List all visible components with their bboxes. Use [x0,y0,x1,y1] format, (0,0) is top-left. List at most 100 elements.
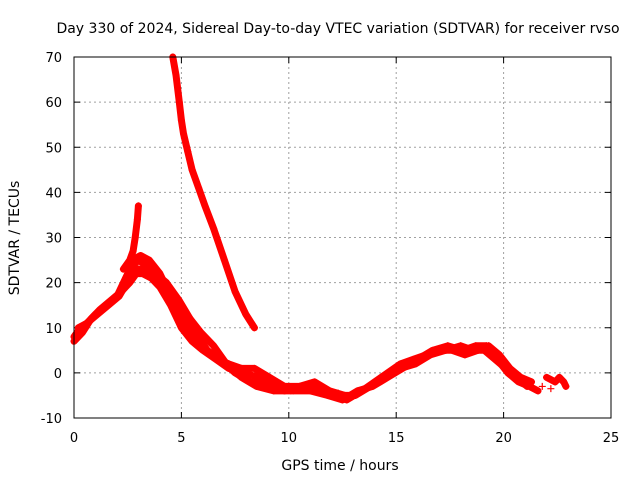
data-point [177,324,185,332]
y-tick-label: 0 [54,367,62,382]
data-point [253,382,261,390]
data-point [131,234,139,241]
isolated-point [547,385,555,393]
data-point [134,265,142,273]
data-point [203,346,211,354]
data-point [551,378,559,386]
y-tick-label: -10 [41,412,62,427]
data-point [214,355,222,363]
data-points [70,53,570,404]
data-point [156,283,164,291]
isolated-point [334,389,342,397]
data-point [351,391,359,399]
data-point [311,378,319,386]
y-tick-label: 50 [45,141,62,156]
data-point [242,310,250,318]
grid-lines [74,57,611,418]
y-axis-label: SDTVAR / TECUs [7,181,23,296]
data-point [238,364,246,372]
data-point [177,116,185,124]
data-point [94,310,102,318]
y-tick-label: 60 [45,96,62,111]
data-point [188,337,196,345]
data-point [167,292,175,300]
data-point [381,373,389,381]
data-point [480,346,488,354]
data-point [265,373,273,381]
x-tick-label: 25 [603,431,620,446]
data-point [220,256,228,264]
data-point [491,355,499,363]
y-tick-label: 30 [45,232,62,247]
data-point [175,98,183,106]
data-point [523,382,531,390]
data-point [119,265,127,273]
data-point [133,215,141,223]
data-point [195,184,203,192]
x-axis-label: GPS time / hours [281,458,398,474]
data-point [195,333,203,341]
data-point [502,364,510,372]
data-point [115,292,123,300]
y-tick-label: 20 [45,277,62,292]
data-point [210,342,218,350]
data-point [83,319,91,327]
data-point [156,270,164,278]
x-tick-label: 20 [495,431,512,446]
data-point [560,378,568,386]
data-point [396,364,404,372]
data-point [182,319,190,327]
series-band-5 [74,265,531,399]
plot-frame [73,56,612,419]
axis-ticks: 0 5 10 15 20 25 -10 0 10 20 30 40 50 60 70 [41,51,620,446]
data-point [74,324,82,332]
data-point [296,382,304,390]
data-point [562,382,570,390]
data-point [188,166,196,174]
data-point [137,252,145,260]
data-point [341,391,349,399]
data-point [442,346,450,354]
isolated-point [538,382,546,390]
data-point [534,387,542,395]
data-point [177,306,185,314]
data-point [250,364,258,372]
data-point [134,202,142,210]
data-point [555,373,563,381]
data-point [145,256,153,264]
data-point [147,274,155,282]
data-point [167,301,175,309]
x-tick-label: 5 [177,431,185,446]
data-point [457,342,465,350]
data-point [270,387,278,395]
data-point [186,315,194,323]
data-point [129,247,137,255]
data-point [512,373,520,381]
data-point [172,71,180,79]
data-point [128,256,136,264]
data-point [143,265,151,273]
data-point [427,351,435,359]
data-point [210,224,218,232]
data-point [225,360,233,368]
x-tick-label: 0 [70,431,78,446]
data-point [250,324,258,332]
data-point [366,382,374,390]
data-point [543,373,551,381]
data-point [126,274,134,282]
x-tick-label: 10 [281,431,298,446]
y-tick-label: 70 [45,51,62,66]
data-point [180,130,188,138]
y-tick-label: 10 [45,322,62,337]
data-point [184,148,192,156]
data-point [123,261,131,269]
data-point [255,373,263,381]
data-point [104,301,112,309]
data-point [470,346,478,354]
data-point [412,360,420,368]
series-band-3 [70,256,535,404]
data-point [238,373,246,381]
data-point [79,328,87,336]
y-tick-label: 40 [45,186,62,201]
